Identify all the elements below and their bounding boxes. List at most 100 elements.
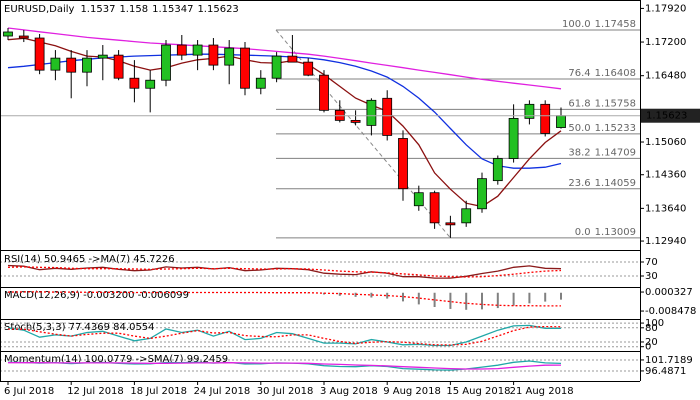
x-tick-label: 9 Aug 2018 [383,386,441,397]
macd-bar [417,292,420,305]
current-price-label: 1.15623 [646,111,687,122]
macd-bar [86,292,88,294]
fib-label: 38.2 1.14709 [568,147,636,158]
fib-price: 1.16408 [595,68,636,79]
panel-title: MACD(12,26,9) -0.003200 -0.006099 [4,290,189,301]
y-tick-label: 1.15060 [645,137,686,148]
candle-body [271,55,282,79]
indicator-line [7,325,562,346]
macd-bar [512,292,515,306]
y-tick-label: 1.17200 [645,37,686,48]
y-tick-label: 0 [645,342,651,353]
symbol: EURUSD,Daily [4,4,75,15]
candle-body [413,192,424,207]
fib-level: 100.0 [562,19,591,30]
macd-bar [496,292,499,309]
candle-body [113,54,124,79]
x-tick-label: 18 Jul 2018 [130,386,187,397]
candle-body [366,99,377,126]
candle-body [18,35,29,39]
panel-title: Stoch(5,3,3) 77.4369 84.0554 [4,322,155,333]
macd-bar [560,292,562,300]
price-box [641,108,700,123]
candle-body [3,31,13,37]
candle-body [319,74,329,111]
y-tick-label: 1.17920 [645,3,686,14]
candle-body [287,55,298,63]
fib-level: 50.0 [568,123,590,134]
y-tick-label: 1.14360 [645,170,686,181]
macd-bar [165,292,167,294]
y-tick-label: 70 [645,257,658,268]
fib-label: 61.8 1.15758 [568,98,636,109]
candle-body [161,44,171,81]
macd-bar [7,291,9,293]
candle-body [398,138,408,190]
panel-title: RSI(14) 50.9465 ->MA(7) 45.7226 [4,254,175,265]
y-tick-label: 1.13640 [645,203,686,214]
y-tick-label: 1.16480 [645,71,686,82]
candle-body [255,77,266,89]
macd-bar [22,291,25,293]
indicator-line [8,362,562,370]
candle-body [192,44,203,56]
y-tick-label: 100 [645,318,664,329]
open-value: 1.1537 [80,4,115,15]
y-tick-label: 0.000327 [645,287,693,298]
fib-level: 38.2 [568,147,590,158]
candle-body [34,37,45,71]
high-value: 1.158 [119,4,148,15]
candle-body [240,47,250,89]
fib-price: 1.15233 [595,123,636,134]
candle-body [461,208,472,224]
macd-bar [370,292,373,298]
candle-body [176,44,187,56]
macd-bar [402,292,404,302]
x-tick-label: 24 Jul 2018 [194,386,251,397]
candle-body [303,61,314,76]
y-tick-label: 1.12940 [645,236,686,247]
fib-price: 1.15758 [595,98,636,109]
y-tick-label: -0.008478 [645,306,696,317]
indicator-line [7,266,562,278]
chart-title: EURUSD,Daily 1.1537 1.158 1.15347 1.15623 [4,4,239,15]
fib-level: 61.8 [568,98,590,109]
fib-label: 0.0 1.13009 [575,227,636,238]
macd-bar [433,292,436,307]
macd-bar [528,292,531,304]
x-tick-label: 12 Jul 2018 [67,386,124,397]
y-tick-label: 96.4871 [645,366,686,377]
y-tick-label: 30 [645,271,658,282]
x-tick-label: 21 Aug 2018 [510,386,574,397]
fib-level: 0.0 [575,227,591,238]
macd-bar [38,292,41,293]
macd-bar [54,292,57,293]
candle-body [508,117,519,159]
indicator-line [7,291,561,307]
candle-body [350,119,361,123]
candle-body [445,222,456,226]
macd-bar [465,292,468,310]
candle-body [477,178,487,210]
indicator-line [7,27,562,90]
candle-body [97,54,108,59]
candle-body [66,57,77,73]
low-value: 1.15347 [152,4,193,15]
panel-title: Momentum(14) 100.0779 ->SMA(7) 99.2459 [4,354,228,365]
candle-body [492,158,503,182]
macd-bar [338,292,341,296]
fib-level: 23.6 [568,178,590,189]
macd-bar [354,292,357,297]
fib-price: 1.13009 [595,227,636,238]
candle-body [129,77,140,89]
macd-bar [133,292,136,294]
fib-label: 23.6 1.14059 [568,178,636,189]
y-tick-label: 80 [645,323,658,334]
x-tick-label: 6 Jul 2018 [4,386,54,397]
plot-layer: 1.17920 1.17200 1.16480 1.15060 1.14360 1.136… [0,3,700,397]
candle-body [50,57,61,71]
candle-body [540,103,551,134]
candle-body [145,79,156,89]
fib-price: 1.14059 [595,178,636,189]
